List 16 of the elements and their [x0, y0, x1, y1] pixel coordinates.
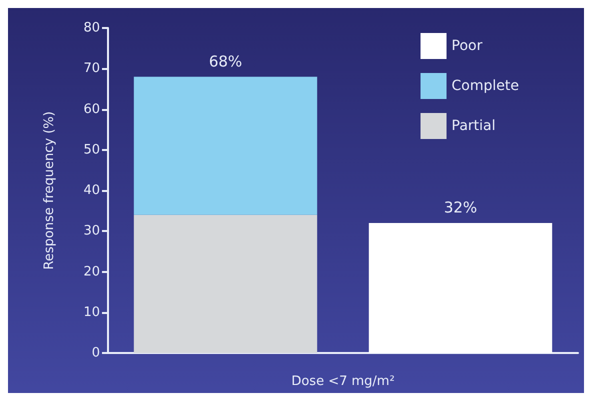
y-tick-label: 80	[83, 20, 100, 36]
total-label: 68%	[208, 52, 242, 70]
legend-label: Partial	[452, 118, 496, 134]
legend-label: Complete	[452, 78, 520, 94]
total-label: 32%	[444, 198, 478, 216]
y-tick-label: 30	[83, 224, 100, 239]
legend-label: Poor	[452, 38, 483, 54]
y-tick-label: 60	[83, 102, 100, 117]
y-tick-label: 10	[83, 304, 100, 320]
y-tick-label: 20	[83, 264, 100, 280]
y-tick-label: 40	[83, 183, 100, 198]
y-tick-label: 70	[83, 61, 100, 76]
y-tick-label: 0	[92, 346, 100, 360]
y-tick-label: 50	[83, 142, 100, 158]
y-axis-title: Response frequency (%)	[42, 111, 57, 270]
x-axis-title: Dose <7 mg/m²	[291, 374, 395, 389]
